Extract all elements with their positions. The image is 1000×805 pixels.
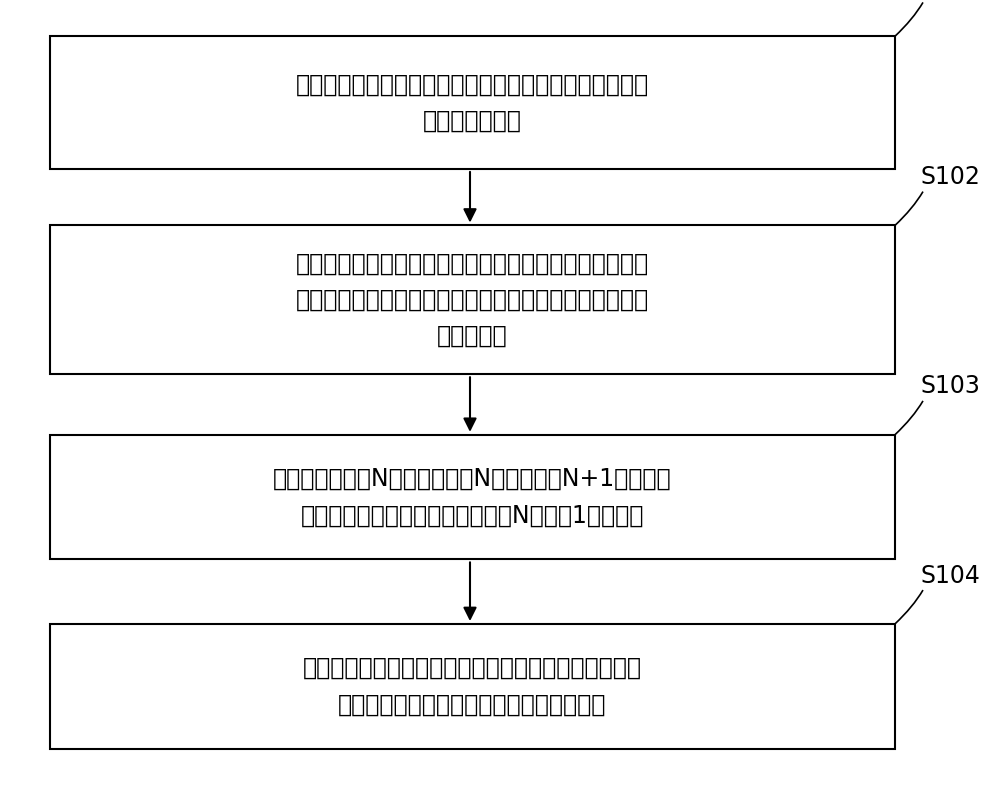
- Text: 计算每个麻醉机在多个采样点的平均电压值，并通过每个
麻醉机在多个采样点的平均电压值以获得流量传感器的默
认电压曲线: 计算每个麻醉机在多个采样点的平均电压值，并通过每个 麻醉机在多个采样点的平均电压…: [296, 251, 649, 349]
- Text: 计算每个标定点的采集电压值和默认电压曲线的电压差
值，并根据电压差值准确标定麻醉机的流量: 计算每个标定点的采集电压值和默认电压曲线的电压差 值，并根据电压差值准确标定麻醉…: [303, 656, 642, 716]
- Bar: [50, 225, 895, 374]
- Bar: [50, 624, 895, 749]
- Bar: [50, 36, 895, 169]
- Bar: [50, 435, 895, 559]
- Text: 逐步递增多个麻醉机的流速，当满足预设条件时采集流量
传感器的电压值: 逐步递增多个麻醉机的流速，当满足预设条件时采集流量 传感器的电压值: [296, 72, 649, 133]
- Text: S104: S104: [920, 564, 980, 588]
- Text: S103: S103: [920, 374, 980, 398]
- Text: 将默认曲线分为N个阶段，并在N个阶段选取N+1个标定点
采集每个标定点的电压值，其中，N为大于1的正整数: 将默认曲线分为N个阶段，并在N个阶段选取N+1个标定点 采集每个标定点的电压值，…: [273, 467, 672, 527]
- Text: S102: S102: [920, 165, 980, 189]
